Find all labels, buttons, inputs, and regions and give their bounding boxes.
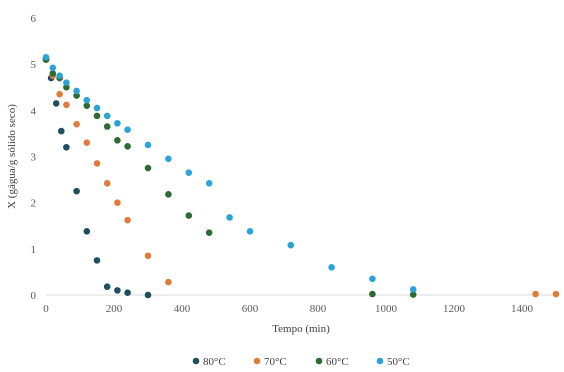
- x-tick-label: 1000: [375, 303, 398, 315]
- data-point: [83, 227, 91, 235]
- y-tick-label: 1: [31, 244, 37, 256]
- x-tick-label: 600: [242, 303, 259, 315]
- data-point: [63, 143, 70, 151]
- data-point: [185, 212, 193, 219]
- data-point: [63, 101, 70, 109]
- data-point: [369, 275, 376, 283]
- data-point: [83, 102, 91, 110]
- data-point: [103, 283, 111, 290]
- legend-label: 50°C: [387, 356, 410, 368]
- data-point: [124, 143, 131, 150]
- data-point: [409, 291, 417, 298]
- data-point: [114, 137, 121, 144]
- data-point: [56, 90, 63, 98]
- data-point: [287, 241, 295, 249]
- data-point: [63, 79, 70, 86]
- legend-marker: [315, 357, 323, 365]
- series-80°C: [42, 56, 152, 299]
- data-point: [552, 290, 560, 298]
- data-point: [165, 155, 172, 163]
- legend-marker: [192, 357, 200, 365]
- x-tick-label: 800: [310, 303, 327, 315]
- legend: 80°C 70°C 60°C 50°C: [192, 356, 410, 368]
- data-point: [114, 119, 121, 127]
- data-point: [165, 191, 172, 198]
- y-axis-title: X (gágua/g sólido seco): [6, 104, 18, 209]
- data-point: [144, 164, 152, 172]
- y-tick-label: 4: [31, 105, 37, 117]
- legend-marker: [376, 357, 384, 365]
- data-point: [73, 187, 80, 195]
- data-point: [246, 227, 254, 235]
- x-tick-label: 1400: [511, 303, 534, 315]
- data-point: [58, 127, 65, 135]
- data-point: [83, 96, 91, 104]
- data-point: [124, 126, 131, 134]
- data-point: [49, 64, 57, 72]
- data-point: [56, 72, 63, 80]
- data-point: [52, 100, 60, 107]
- data-point: [103, 179, 111, 187]
- y-tick-label: 5: [31, 59, 37, 71]
- data-point: [103, 112, 111, 120]
- y-tick-label: 6: [31, 13, 37, 25]
- data-point: [369, 290, 376, 298]
- x-tick-label: 1200: [443, 303, 466, 315]
- data-point: [144, 252, 152, 260]
- data-point: [63, 83, 70, 91]
- data-point: [409, 286, 417, 293]
- data-point: [205, 179, 213, 187]
- data-point: [73, 87, 80, 95]
- data-point: [103, 123, 111, 130]
- data-point: [144, 141, 152, 149]
- legend-label: 70°C: [264, 356, 287, 368]
- data-points: [42, 53, 560, 299]
- data-point: [205, 229, 213, 236]
- series-50°C: [42, 53, 417, 293]
- data-point: [114, 199, 121, 206]
- data-point: [114, 287, 121, 294]
- legend-marker: [253, 357, 261, 365]
- data-point: [93, 160, 101, 167]
- data-point: [42, 53, 50, 61]
- data-point: [93, 104, 101, 112]
- data-point: [124, 216, 131, 224]
- y-tick-label: 2: [31, 198, 37, 210]
- legend-label: 60°C: [326, 356, 349, 368]
- data-point: [83, 139, 91, 146]
- legend-label: 80°C: [203, 356, 226, 368]
- y-tick-label: 3: [31, 152, 37, 164]
- data-point: [73, 92, 80, 99]
- data-point: [185, 169, 193, 176]
- data-point: [49, 70, 57, 77]
- x-tick-label: 400: [174, 303, 191, 315]
- x-tick-label: 0: [43, 303, 49, 315]
- data-point: [165, 278, 172, 286]
- data-point: [124, 289, 131, 296]
- series-70°C: [42, 56, 560, 298]
- data-point: [226, 214, 233, 221]
- y-axis-ticks: 0 1 2 3 4 5 6: [31, 13, 37, 302]
- x-axis-ticks: 0 200 400 600 800 1000 1200 1400: [43, 303, 533, 315]
- x-axis-title: Tempo (min): [272, 323, 330, 335]
- data-point: [93, 257, 101, 264]
- data-point: [73, 120, 80, 128]
- data-point: [532, 290, 539, 298]
- x-tick-label: 200: [106, 303, 123, 315]
- y-tick-label: 0: [31, 290, 37, 302]
- data-point: [328, 264, 335, 271]
- data-point: [144, 291, 152, 299]
- data-point: [93, 112, 101, 120]
